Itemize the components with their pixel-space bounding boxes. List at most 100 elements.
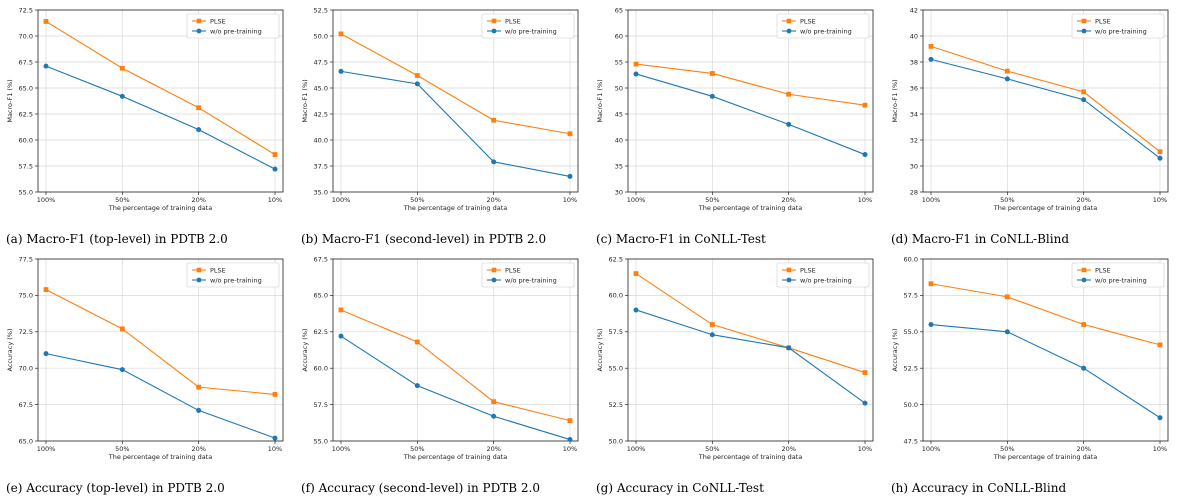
legend: PLSE w/o pre-training <box>776 262 870 288</box>
y-tick-label: 42.5 <box>314 110 328 118</box>
y-tick-label: 55.0 <box>609 365 623 373</box>
x-tick-label: 100% <box>627 196 646 204</box>
plot-frame <box>332 9 579 193</box>
legend-entry-label: w/o pre-training <box>1095 27 1147 35</box>
y-tick-label: 70.0 <box>19 365 33 373</box>
legend-entry-label: PLSE <box>505 266 521 274</box>
legend-entry-label: w/o pre-training <box>505 27 557 35</box>
legend-box <box>1071 13 1165 39</box>
x-axis-label: The percentage of training data <box>993 204 1097 212</box>
plot-frame <box>922 258 1169 442</box>
x-tick-label: 100% <box>332 445 351 453</box>
data-point-square <box>709 71 715 76</box>
legend-box <box>1071 262 1165 288</box>
data-point-square <box>928 44 934 49</box>
line-chart: 55.0 57.5 60.0 62.5 65.0 67.5 100% 50% 20% 10% The… <box>301 255 579 461</box>
y-tick-label: 40.0 <box>314 136 328 144</box>
data-point-square <box>1081 322 1087 327</box>
series-line <box>930 283 1161 346</box>
legend-marker-circle <box>786 277 792 283</box>
series-line <box>930 323 1161 419</box>
x-tick-label: 10% <box>563 196 577 204</box>
legend-entry-label: w/o pre-training <box>505 276 557 284</box>
data-point-square <box>928 281 934 287</box>
legend-entry-label: PLSE <box>1095 266 1111 274</box>
chart-panel: 50.0 52.5 55.0 57.5 60.0 62.5 100% 50% 20% 10% The… <box>590 251 885 500</box>
y-tick-label: 57.5 <box>314 401 328 409</box>
legend-box <box>481 13 575 39</box>
legend: PLSE w/o pre-training <box>776 13 870 39</box>
x-tick-label: 20% <box>781 196 795 204</box>
legend-marker-square <box>1081 18 1087 24</box>
series-line <box>635 309 866 404</box>
x-tick-label: 20% <box>191 445 205 453</box>
data-point-square <box>119 65 125 71</box>
series-line <box>635 273 866 374</box>
series-line <box>340 70 571 177</box>
legend-marker-square <box>196 18 202 24</box>
series-line <box>930 45 1161 153</box>
line-chart: 50.0 52.5 55.0 57.5 60.0 62.5 100% 50% 20% 10% The… <box>596 255 874 461</box>
x-axis-label: The percentage of training data <box>403 204 507 212</box>
y-tick-label: 57.5 <box>609 328 623 336</box>
legend: PLSE w/o pre-training <box>186 13 280 39</box>
y-tick-label: 52.5 <box>904 365 918 373</box>
legend: PLSE w/o pre-training <box>1071 13 1165 39</box>
plot-frame <box>332 258 579 442</box>
x-tick-label: 20% <box>486 445 500 453</box>
series-line <box>45 20 276 156</box>
x-tick-label: 20% <box>1076 196 1090 204</box>
y-tick-label: 62.5 <box>314 328 328 336</box>
y-tick-label: 67.5 <box>19 58 33 66</box>
data-point-square <box>1004 294 1010 300</box>
x-tick-label: 100% <box>37 445 56 453</box>
chart-caption: (e) Accuracy (top-level) in PDTB 2.0 <box>6 481 225 495</box>
y-tick-label: 50.0 <box>609 437 623 445</box>
y-tick-label: 47.5 <box>314 58 328 66</box>
legend-entry-label: PLSE <box>800 17 816 25</box>
y-tick-label: 30 <box>910 162 918 170</box>
y-tick-label: 67.5 <box>314 255 328 263</box>
data-point-circle <box>119 93 125 99</box>
data-point-circle <box>491 159 497 165</box>
y-tick-label: 47.5 <box>904 437 918 445</box>
y-tick-label: 72.5 <box>19 328 33 336</box>
data-point-square <box>1081 89 1087 95</box>
series-line <box>45 289 276 395</box>
data-point-circle <box>567 437 573 443</box>
data-point-circle <box>338 333 344 339</box>
x-tick-label: 20% <box>781 445 795 453</box>
series-line <box>635 73 866 156</box>
y-tick-label: 28 <box>910 188 918 196</box>
y-tick-label: 60.0 <box>609 292 623 300</box>
data-point-circle <box>272 435 278 441</box>
legend-entry-label: w/o pre-training <box>800 276 852 284</box>
series-line <box>340 33 571 135</box>
y-tick-label: 65.0 <box>314 292 328 300</box>
y-tick-label: 34 <box>910 110 918 118</box>
data-point-circle <box>1004 329 1010 335</box>
chart-panel: 65.0 67.5 70.0 72.5 75.0 77.5 100% 50% 20% 10% The… <box>0 251 295 500</box>
y-tick-label: 40 <box>910 32 918 40</box>
data-point-circle <box>43 351 49 357</box>
chart-caption: (h) Accuracy in CoNLL-Blind <box>891 481 1067 495</box>
y-tick-label: 37.5 <box>314 162 328 170</box>
y-tick-label: 30 <box>615 188 623 196</box>
y-tick-label: 57.5 <box>19 162 33 170</box>
legend-marker-circle <box>196 277 202 283</box>
data-point-circle <box>1081 365 1087 371</box>
data-point-square <box>709 322 715 327</box>
y-tick-label: 55.0 <box>19 188 33 196</box>
y-tick-label: 45.0 <box>314 84 328 92</box>
x-tick-label: 10% <box>268 196 282 204</box>
data-point-circle <box>414 383 420 389</box>
data-point-square <box>43 287 49 292</box>
legend-marker-circle <box>1081 28 1087 34</box>
chart-caption: (g) Accuracy in CoNLL-Test <box>596 481 764 495</box>
y-tick-label: 60.0 <box>19 136 33 144</box>
x-tick-label: 20% <box>1076 445 1090 453</box>
y-tick-label: 55 <box>615 58 623 66</box>
legend-marker-square <box>786 18 792 24</box>
x-tick-label: 50% <box>1000 445 1014 453</box>
